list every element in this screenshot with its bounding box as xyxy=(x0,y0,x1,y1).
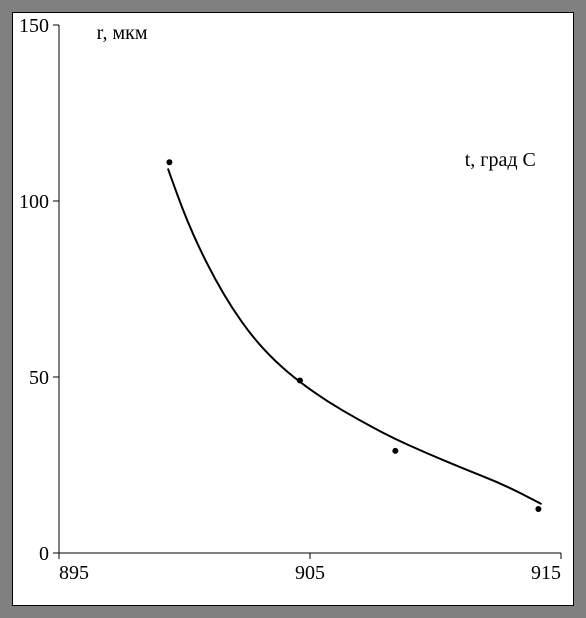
data-point xyxy=(535,506,541,512)
x-axis-label: t, град С xyxy=(465,149,536,171)
chart-svg: 0 50 100 150 895 905 915 r, мкм t, град С xyxy=(13,13,573,605)
x-tick-label: 895 xyxy=(59,562,89,584)
data-point xyxy=(297,378,303,384)
y-axis-label: r, мкм xyxy=(97,22,148,44)
x-tick-label: 915 xyxy=(531,562,561,584)
y-tick-label: 0 xyxy=(39,543,49,565)
y-tick-label: 150 xyxy=(19,15,49,37)
plot-area xyxy=(59,25,561,553)
data-point xyxy=(166,159,172,165)
y-tick-label: 50 xyxy=(29,367,49,389)
data-point xyxy=(392,448,398,454)
tick-labels: 0 50 100 150 895 905 915 xyxy=(19,15,561,584)
chart-panel: 0 50 100 150 895 905 915 r, мкм t, град С xyxy=(12,12,574,606)
tick-marks xyxy=(53,25,561,559)
x-tick-label: 905 xyxy=(295,562,325,584)
outer-frame: 0 50 100 150 895 905 915 r, мкм t, град С xyxy=(0,0,586,618)
y-tick-label: 100 xyxy=(19,191,49,213)
curve xyxy=(168,169,541,503)
scatter-points xyxy=(166,159,541,512)
